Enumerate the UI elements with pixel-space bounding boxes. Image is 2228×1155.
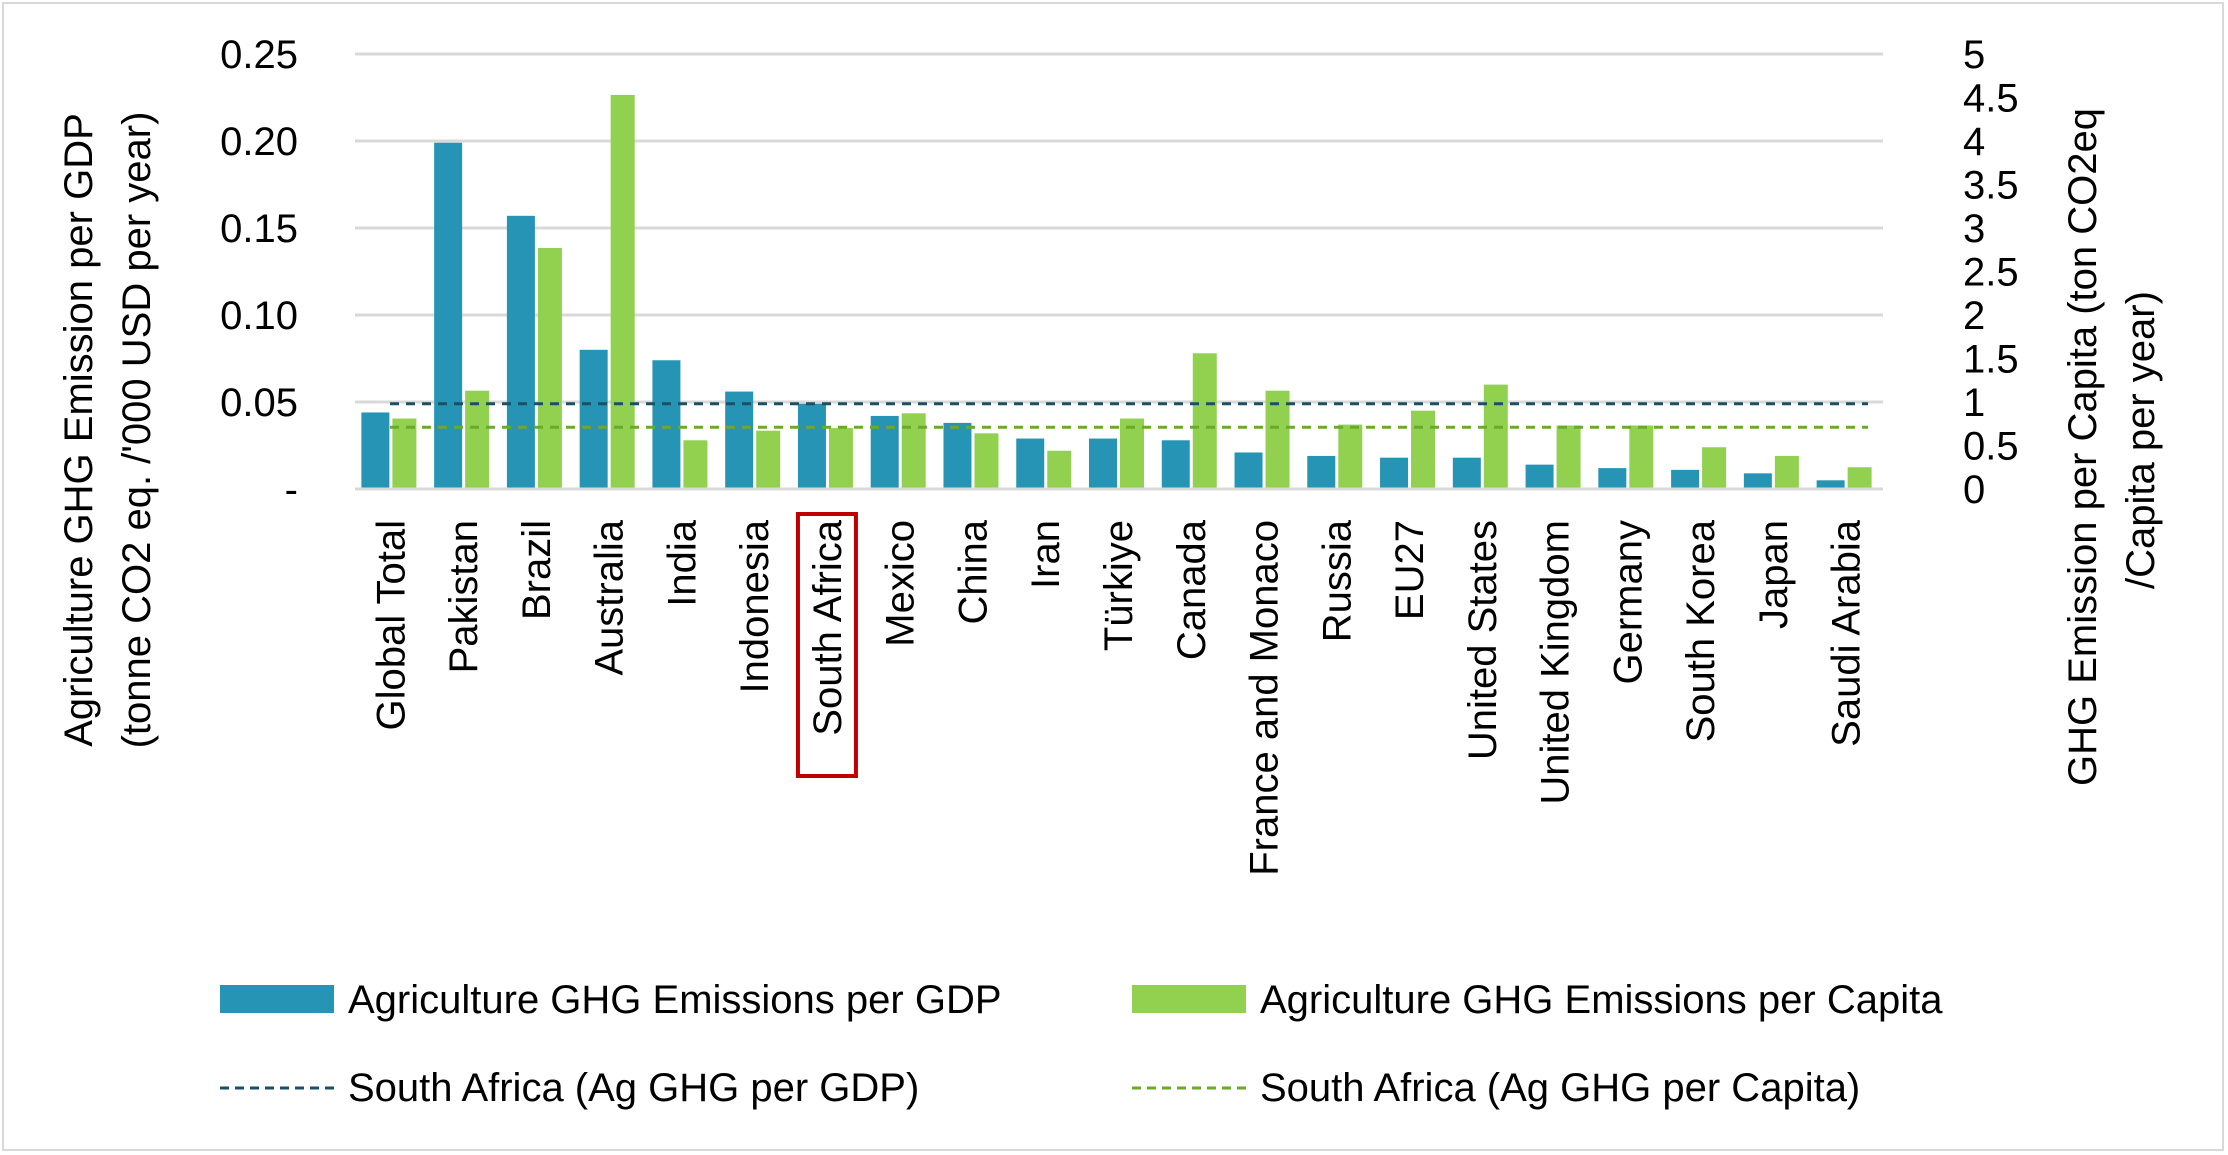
y2-axis-title: GHG Emission per Capita (ton CO2eq (2061, 108, 2105, 786)
bar-per-capita (1629, 425, 1654, 489)
y-axis-title: (tonne CO2 eq. /'000 USD per year) (115, 112, 159, 749)
x-tick-label: South Korea (1679, 519, 1723, 742)
bar-per-gdp (1452, 457, 1481, 489)
bar-per-gdp (1525, 464, 1554, 489)
x-tick-label: United Kingdom (1534, 520, 1578, 805)
x-tick-label: Brazil (515, 520, 559, 620)
y2-axis-title: /Capita per year) (2119, 291, 2163, 589)
bar-per-gdp (1307, 455, 1336, 489)
highlight-box (795, 512, 858, 778)
bar-per-capita (1338, 424, 1363, 489)
bar-per-capita (901, 413, 926, 489)
y2-tick-label: 4 (1963, 120, 1985, 164)
x-tick-label: India (660, 519, 704, 606)
bar-per-capita (537, 248, 562, 489)
bar-per-gdp (1816, 480, 1845, 489)
y2-tick-label: 3 (1963, 207, 1985, 251)
legend-swatch-per-capita (1132, 985, 1246, 1013)
x-tick-label: EU27 (1388, 520, 1432, 620)
y2-tick-label: 3.5 (1963, 164, 2019, 208)
bar-per-gdp (725, 391, 754, 489)
bar-per-capita (1120, 418, 1144, 489)
x-tick-label: Saudi Arabia (1825, 519, 1869, 747)
bar-per-capita (465, 390, 490, 489)
y2-tick-label: 0.5 (1963, 425, 2019, 469)
bar-per-gdp (1089, 438, 1117, 489)
y2-tick-label: 1 (1963, 381, 1985, 425)
x-tick-label: Mexico (879, 520, 923, 647)
bar-per-capita (974, 433, 999, 489)
bar-per-capita (756, 430, 781, 489)
y-tick-label: 0.10 (220, 294, 298, 338)
x-tick-label: Pakistan (442, 520, 486, 673)
bar-per-gdp (1598, 468, 1627, 489)
legend-swatch-per-gdp (220, 985, 334, 1013)
y-axis-title: Agriculture GHG Emission per GDP (57, 113, 101, 747)
bar-per-capita (1192, 353, 1217, 489)
bar-per-gdp (579, 349, 608, 489)
legend-label-ref-gdp: South Africa (Ag GHG per GDP) (348, 1066, 919, 1110)
bar-per-gdp (652, 360, 681, 489)
legend-label-ref-capita: South Africa (Ag GHG per Capita) (1260, 1066, 1860, 1110)
bar-per-gdp (1234, 452, 1263, 489)
bar-per-capita (1774, 455, 1799, 489)
bar-per-capita (1702, 447, 1727, 489)
bar-per-capita (1265, 390, 1290, 489)
bar-per-capita (683, 440, 708, 489)
x-tick-label: United States (1461, 520, 1505, 760)
bar-per-capita (610, 94, 635, 489)
legend-label-per-capita: Agriculture GHG Emissions per Capita (1260, 978, 1943, 1022)
bar-per-gdp (1380, 457, 1409, 489)
bar-per-gdp (797, 403, 826, 489)
x-tick-label: China (951, 519, 995, 624)
y-tick-label: 0.05 (220, 381, 298, 425)
y2-tick-label: 4.5 (1963, 77, 2019, 121)
y-tick-label: - (285, 468, 298, 512)
bar-per-capita (1556, 425, 1581, 489)
x-tick-label: Iran (1024, 520, 1068, 589)
x-tick-label: Japan (1752, 520, 1796, 629)
x-tick-label: Australia (588, 519, 632, 675)
legend-label-per-gdp: Agriculture GHG Emissions per GDP (348, 978, 1002, 1022)
x-tick-label: South Africa (806, 519, 850, 735)
bar-per-gdp (1743, 473, 1772, 489)
y-tick-label: 0.15 (220, 207, 298, 251)
bar-per-gdp (1161, 440, 1190, 489)
y-tick-label: 0.20 (220, 120, 298, 164)
y2-tick-label: 2 (1963, 294, 1985, 338)
x-tick-label: Global Total (369, 520, 413, 731)
bar-per-capita (1483, 384, 1508, 489)
x-tick-label: Germany (1606, 520, 1650, 685)
bar-per-capita (1047, 450, 1072, 489)
bar-per-gdp (1016, 438, 1045, 489)
bar-per-capita (828, 428, 853, 489)
x-tick-label: Türkiye (1097, 520, 1141, 651)
x-tick-label: France and Monaco (1243, 520, 1287, 876)
bar-per-gdp (361, 412, 390, 489)
y-tick-label: 0.25 (220, 33, 298, 77)
y2-tick-label: 1.5 (1963, 338, 2019, 382)
x-tick-label: Russia (1315, 519, 1359, 642)
bar-per-gdp (434, 142, 463, 490)
bar-per-gdp (506, 215, 535, 489)
bar-per-gdp (1671, 469, 1700, 489)
bar-per-capita (1847, 467, 1872, 489)
bar-per-capita (1411, 410, 1436, 489)
y2-tick-label: 5 (1963, 33, 1985, 77)
bar-per-gdp (943, 422, 972, 489)
bar-per-capita (392, 418, 417, 489)
x-tick-label: Canada (1170, 519, 1214, 660)
y2-tick-label: 0 (1963, 468, 1985, 512)
x-tick-label: Indonesia (733, 519, 777, 693)
y2-tick-label: 2.5 (1963, 251, 2019, 295)
